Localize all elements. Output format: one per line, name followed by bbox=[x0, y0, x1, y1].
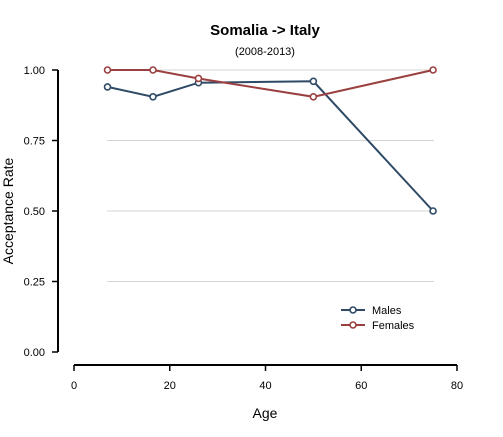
males-point bbox=[309, 77, 318, 86]
males-line bbox=[107, 80, 434, 212]
females-point bbox=[429, 66, 437, 74]
females-point bbox=[103, 66, 112, 74]
y-axis-title: Acceptance Rate bbox=[0, 157, 16, 264]
series-layer bbox=[103, 66, 437, 215]
females-point bbox=[309, 92, 318, 101]
x-tick-label: 40 bbox=[259, 380, 271, 392]
chart-subtitle: (2008-2013) bbox=[235, 46, 295, 58]
x-axis: 0 20 40 60 80 bbox=[71, 364, 463, 392]
x-axis-title: Age bbox=[253, 405, 278, 421]
x-tick-label: 0 bbox=[71, 380, 77, 392]
y-tick-label: 0.75 bbox=[24, 136, 45, 148]
legend-item-males: Males bbox=[341, 305, 402, 317]
males-point bbox=[149, 92, 157, 101]
females-line bbox=[107, 69, 434, 98]
y-tick-label: 0.50 bbox=[24, 206, 45, 218]
x-tick-label: 80 bbox=[451, 380, 463, 392]
grid-lines bbox=[107, 69, 434, 282]
y-tick-label: 0.25 bbox=[24, 277, 45, 289]
chart-title: Somalia -> Italy bbox=[210, 22, 320, 39]
males-point bbox=[429, 207, 437, 215]
y-axis: 0.00 0.25 0.50 0.75 1.00 bbox=[24, 65, 59, 359]
x-tick-label: 20 bbox=[164, 380, 176, 392]
legend: Males Females bbox=[341, 305, 415, 332]
x-tick-label: 60 bbox=[355, 380, 367, 392]
legend-swatch-point bbox=[349, 306, 357, 314]
y-tick-label: 0.00 bbox=[24, 347, 45, 359]
series-females bbox=[103, 66, 437, 101]
y-tick-label: 1.00 bbox=[24, 65, 45, 77]
females-point bbox=[149, 66, 157, 74]
legend-swatch-point bbox=[349, 321, 357, 329]
legend-label: Females bbox=[372, 320, 415, 332]
legend-label: Males bbox=[372, 305, 402, 317]
legend-item-females: Females bbox=[341, 320, 415, 332]
females-point bbox=[194, 74, 203, 83]
series-males bbox=[103, 77, 437, 215]
males-point bbox=[103, 83, 112, 91]
